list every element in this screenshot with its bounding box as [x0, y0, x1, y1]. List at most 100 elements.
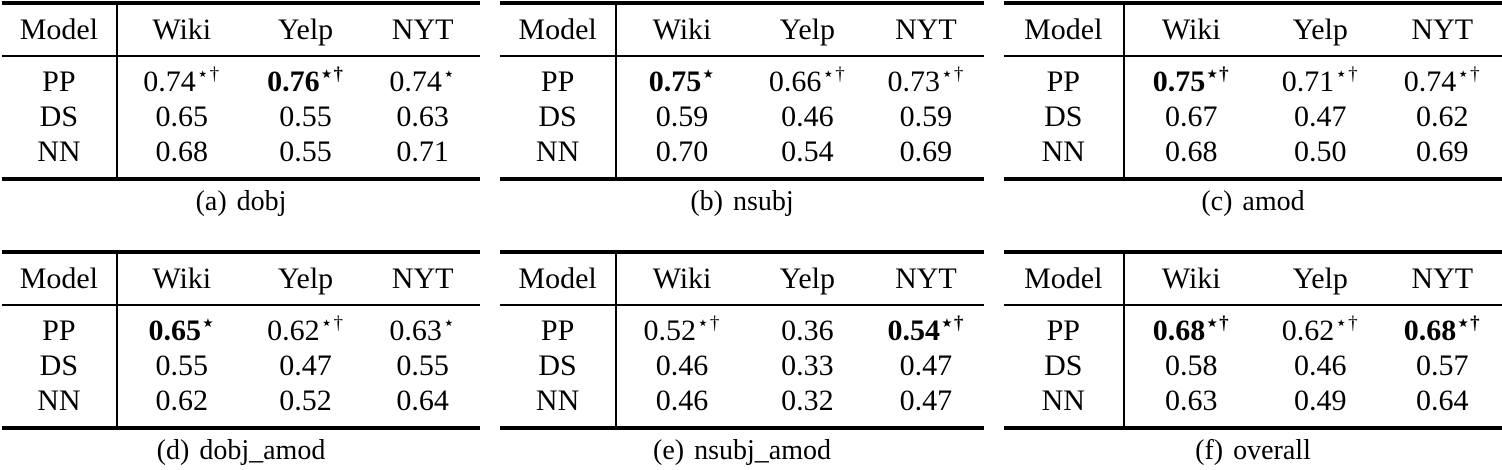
score-value: 0.57 [1415, 349, 1469, 383]
score-value: 0.63 [1164, 384, 1218, 418]
table-row-ds: DS 0.46 0.33 0.47 [500, 348, 984, 384]
score-value: 0.47 [1293, 100, 1347, 133]
score-value: 0.62⋆† [267, 313, 344, 348]
column-header-yelp: Yelp [1257, 3, 1383, 57]
value-cell-yelp: 0.76⋆† [246, 56, 366, 99]
value-cell-yelp: 0.62⋆† [246, 305, 366, 348]
value-cell-wiki: 0.63 [1124, 383, 1258, 428]
score-value: 0.47 [899, 384, 953, 418]
model-label: NN [500, 383, 618, 429]
value-cell-yelp: 0.46 [747, 99, 868, 134]
model-label: NN [2, 383, 118, 429]
column-header-nyt: NYT [365, 3, 480, 57]
table-caption-c: (c) amod [1004, 187, 1502, 216]
score-value: 0.47 [279, 349, 332, 383]
score-value: 0.74⋆ [389, 64, 456, 98]
score-value: 0.69 [899, 135, 953, 168]
results-table-amod: Model Wiki Yelp NYT PP 0.75⋆† 0.71⋆† 0.74⋆† DS 0.… [1004, 1, 1502, 181]
table-row-nn: NN 0.62 0.52 0.64 [2, 383, 480, 429]
table-row-nn: NN 0.68 0.55 0.71 [2, 134, 480, 179]
column-header-nyt: NYT [867, 3, 984, 57]
score-value: 0.74⋆† [1403, 64, 1481, 98]
value-cell-nyt: 0.55 [365, 348, 480, 383]
score-value: 0.55 [279, 135, 332, 168]
column-header-yelp: Yelp [245, 3, 366, 57]
value-cell-yelp: 0.54 [747, 134, 868, 179]
score-value: 0.65 [155, 100, 208, 133]
score-value: 0.58 [1164, 349, 1218, 383]
value-cell-wiki: 0.55 [117, 348, 246, 383]
value-cell-nyt: 0.62 [1382, 99, 1502, 134]
caption-label: (d) [156, 435, 190, 467]
column-header-wiki: Wiki [616, 252, 747, 307]
significance-marks: ⋆† [320, 313, 344, 335]
column-header-model: Model [500, 3, 618, 57]
column-header-wiki: Wiki [1123, 3, 1258, 57]
value-cell-yelp: 0.46 [1258, 348, 1383, 383]
model-label: PP [500, 56, 618, 99]
score-value: 0.49 [1293, 384, 1347, 418]
value-cell-yelp: 0.50 [1258, 134, 1383, 179]
caption-text: overall [1233, 435, 1311, 467]
score-value: 0.75⋆ [648, 64, 716, 98]
column-header-model: Model [1004, 3, 1125, 57]
results-panel-a: Model Wiki Yelp NYT PP 0.74⋆† 0.76⋆† 0.74⋆ DS 0.6… [2, 1, 480, 216]
value-cell-nyt: 0.69 [1382, 134, 1502, 179]
value-cell-yelp: 0.62⋆† [1258, 305, 1383, 348]
score-value: 0.54⋆† [887, 313, 965, 348]
value-cell-wiki: 0.70 [616, 134, 747, 179]
value-cell-wiki: 0.65⋆ [117, 305, 246, 348]
caption-label: (c) [1201, 186, 1233, 217]
model-label: DS [1004, 348, 1125, 384]
significance-marks: ⋆† [196, 64, 221, 85]
table-caption-a: (a) dobj [2, 187, 480, 216]
significance-marks: ⋆† [1206, 313, 1230, 335]
value-cell-nyt: 0.64 [1382, 383, 1502, 428]
value-cell-yelp: 0.32 [747, 383, 868, 428]
column-header-model: Model [1004, 252, 1125, 307]
model-label: NN [1004, 134, 1125, 179]
score-value: 0.63⋆ [389, 313, 456, 348]
column-header-wiki: Wiki [116, 3, 246, 57]
table-caption-d: (d) dobj_amod [2, 436, 480, 465]
score-value: 0.66⋆† [768, 64, 846, 98]
model-label: NN [2, 134, 118, 179]
header-row: Model Wiki Yelp NYT [2, 3, 480, 57]
model-label: NN [500, 134, 618, 179]
significance-marks: ⋆† [1206, 64, 1230, 85]
table-row-pp: PP 0.75⋆† 0.71⋆† 0.74⋆† [1004, 56, 1502, 99]
score-value: 0.65⋆ [148, 313, 215, 348]
table-row-ds: DS 0.55 0.47 0.55 [2, 348, 480, 384]
score-value: 0.52 [279, 384, 332, 418]
significance-marks: ⋆ [202, 313, 215, 335]
score-value: 0.46 [655, 349, 709, 383]
results-panel-d: Model Wiki Yelp NYT PP 0.65⋆ 0.62⋆† 0.63⋆ DS 0.55… [2, 250, 480, 466]
score-value: 0.68 [1164, 135, 1218, 168]
results-table-nsubj-amod: Model Wiki Yelp NYT PP 0.52⋆† 0.36 0.54⋆† DS 0.46… [500, 250, 984, 431]
model-label: DS [2, 99, 118, 134]
table-row-ds: DS 0.67 0.47 0.62 [1004, 99, 1502, 134]
column-header-nyt: NYT [1382, 3, 1502, 57]
column-header-yelp: Yelp [245, 252, 366, 307]
table-row-ds: DS 0.65 0.55 0.63 [2, 99, 480, 134]
value-cell-wiki: 0.75⋆† [1124, 56, 1258, 99]
significance-marks: ⋆† [1457, 64, 1481, 85]
score-value: 0.46 [1293, 349, 1347, 383]
caption-text: dobj [236, 186, 287, 217]
value-cell-wiki: 0.68⋆† [1124, 305, 1258, 348]
score-value: 0.54 [781, 135, 834, 168]
score-value: 0.62⋆† [1281, 313, 1359, 348]
score-value: 0.47 [899, 349, 953, 383]
model-label: PP [500, 305, 618, 349]
value-cell-yelp: 0.47 [1258, 99, 1383, 134]
score-value: 0.32 [781, 384, 834, 418]
column-header-nyt: NYT [365, 252, 480, 307]
column-header-wiki: Wiki [1123, 252, 1258, 307]
table-row-pp: PP 0.74⋆† 0.76⋆† 0.74⋆ [2, 56, 480, 99]
results-table-overall: Model Wiki Yelp NYT PP 0.68⋆† 0.62⋆† 0.68⋆† DS 0.… [1004, 250, 1502, 431]
significance-marks: ⋆† [1335, 313, 1359, 335]
significance-marks: ⋆† [822, 64, 846, 85]
score-value: 0.76⋆† [267, 64, 344, 98]
results-panel-e: Model Wiki Yelp NYT PP 0.52⋆† 0.36 0.54⋆† DS 0.46… [500, 250, 984, 466]
